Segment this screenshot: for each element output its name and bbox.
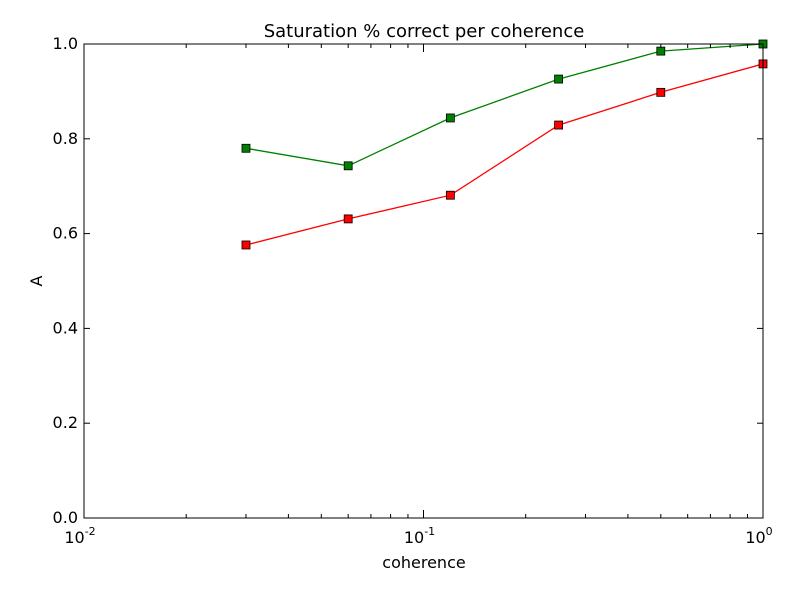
y-tick-label-4: 0.8 [53,129,78,148]
data-point-0-2 [445,113,455,123]
series-line-1 [245,63,764,246]
series-line-0 [245,43,764,167]
x-tick-label-0: 10-2 [64,525,95,547]
data-point-0-4 [656,46,666,56]
axis-ticks: 0.0 0.2 0.4 0.6 0.8 1.0 10-2 10-1 100 [53,34,773,547]
x-tick-label-2: 100 [745,525,772,547]
chart-title: Saturation % correct per coherence [264,21,585,42]
data-point-1-2 [445,190,455,200]
data-point-1-1 [343,214,353,224]
x-tick-label-1: 10-1 [404,525,435,547]
data-point-0-1 [343,161,353,171]
data-point-1-4 [656,87,666,97]
y-tick-label-3: 0.6 [53,224,78,243]
data-point-0-3 [554,74,564,84]
y-tick-label-1: 0.2 [53,413,78,432]
y-tick-label-0: 0.0 [53,508,78,527]
y-tick-label-2: 0.4 [53,318,78,337]
data-point-1-3 [554,120,564,130]
plot-frame [83,43,764,519]
plot-content [241,39,768,250]
y-tick-label-5: 1.0 [53,34,78,53]
x-axis-label: coherence [382,553,465,572]
data-point-0-0 [241,143,251,153]
y-axis-label: A [27,275,46,286]
data-point-1-0 [241,240,251,250]
